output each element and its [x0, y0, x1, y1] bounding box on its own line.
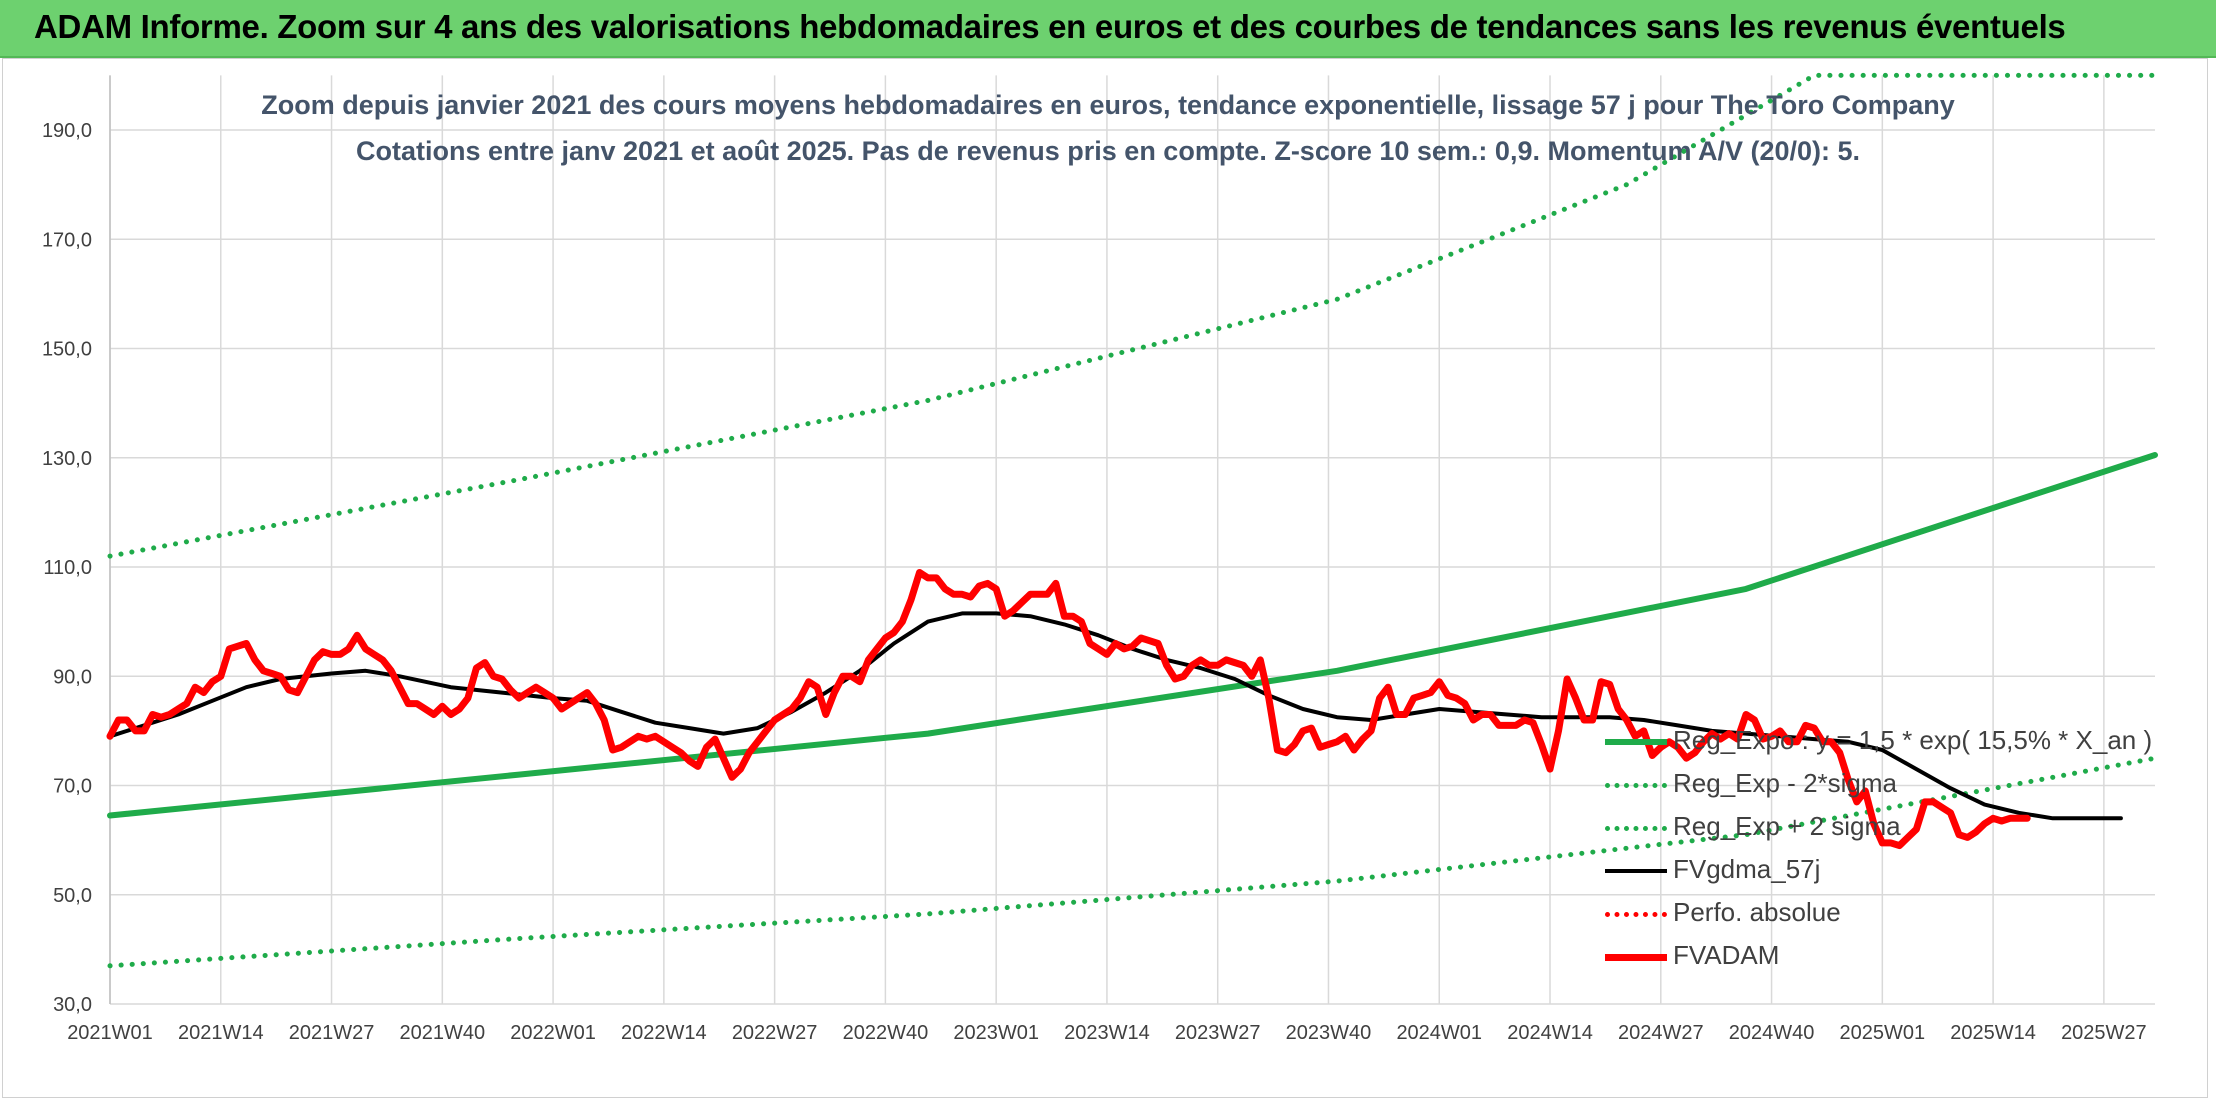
legend-key — [1605, 739, 1667, 745]
x-tick-label: 2024W40 — [1729, 1022, 1815, 1044]
series-line-2 — [107, 72, 2158, 559]
legend-label: FVADAM — [1673, 940, 1780, 970]
chart-frame — [2, 58, 2208, 1098]
x-tick-label: 2021W01 — [67, 1022, 153, 1044]
y-tick-label: 150,0 — [42, 339, 92, 361]
y-tick-label: 90,0 — [53, 666, 92, 688]
x-tick-label: 2025W14 — [1950, 1022, 2036, 1044]
y-tick-label: 70,0 — [53, 776, 92, 798]
report-banner: ADAM Informe. Zoom sur 4 ans des valoris… — [0, 0, 2216, 58]
series-line-0 — [107, 452, 2158, 819]
x-tick-label: 2023W01 — [953, 1022, 1039, 1044]
x-tick-label: 2023W27 — [1175, 1022, 1261, 1044]
x-tick-label: 2021W40 — [400, 1022, 486, 1044]
y-tick-label: 110,0 — [43, 557, 92, 579]
x-tick-label: 2024W14 — [1507, 1022, 1593, 1044]
x-tick-label: 2024W01 — [1396, 1022, 1482, 1044]
y-tick-label: 30,0 — [53, 994, 92, 1016]
series-line-1 — [107, 755, 2158, 969]
legend-label: Perfo. absolue — [1673, 897, 1841, 927]
legend-key — [1605, 953, 1667, 961]
legend-label: Reg_Exp - 2*sigma — [1673, 768, 1897, 798]
x-tick-label: 2021W27 — [289, 1022, 375, 1044]
y-tick-label: 130,0 — [42, 448, 92, 470]
legend-key — [1605, 825, 1667, 831]
y-tick-label: 190,0 — [42, 120, 92, 142]
legend-key — [1605, 911, 1667, 917]
series-layer — [106, 72, 2158, 969]
x-tick-label: 2023W40 — [1286, 1022, 1372, 1044]
grid — [109, 75, 2155, 1005]
x-tick-label: 2023W14 — [1064, 1022, 1150, 1044]
series-line-5 — [106, 569, 2031, 850]
legend-label: Reg_Exp + 2 sigma — [1673, 811, 1901, 841]
x-tick-label: 2025W01 — [1840, 1022, 1926, 1044]
x-tick-label: 2022W40 — [843, 1022, 929, 1044]
legend-key — [1605, 782, 1667, 788]
x-tick-label: 2025W27 — [2061, 1022, 2147, 1044]
x-tick-label: 2022W01 — [510, 1022, 596, 1044]
chart-title-line1: Zoom depuis janvier 2021 des cours moyen… — [261, 90, 1955, 120]
axis-labels: 30,0 50,0 70,0 90,0 110,0 130,0 150,0 170,0 190,… — [42, 120, 2147, 1044]
chart-title-line2: Cotations entre janv 2021 et août 2025. … — [355, 136, 1861, 166]
x-tick-label: 2021W14 — [178, 1022, 264, 1044]
legend-label: Reg_Expo : y = 1,5 * exp( 15,5% * X_an ) — [1673, 725, 2153, 755]
legend-label: FVgdma_57j — [1673, 854, 1821, 884]
y-tick-label: 170,0 — [42, 229, 92, 251]
y-tick-label: 50,0 — [53, 885, 92, 907]
x-tick-label: 2022W14 — [621, 1022, 707, 1044]
x-tick-label: 2024W27 — [1618, 1022, 1704, 1044]
x-tick-label: 2022W27 — [732, 1022, 818, 1044]
legend-key — [1605, 869, 1667, 873]
report-title: ADAM Informe. Zoom sur 4 ans des valoris… — [34, 8, 2066, 45]
